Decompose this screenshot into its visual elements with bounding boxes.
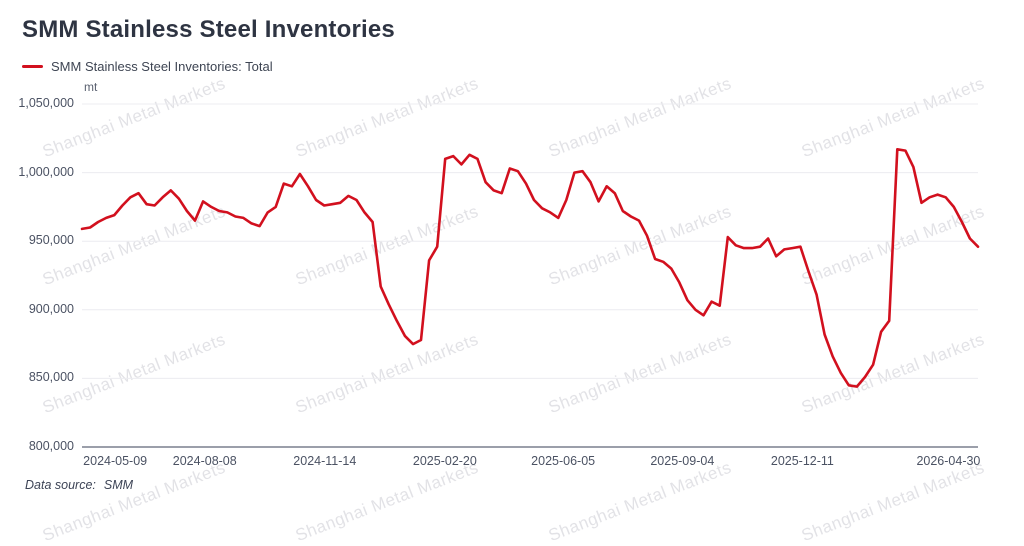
x-tick-label: 2025-02-20: [412, 454, 477, 468]
y-tick-label: 1,000,000: [18, 164, 74, 179]
x-tick-label: 2026-04-30: [916, 454, 981, 468]
y-tick-label: 1,050,000: [18, 96, 74, 110]
legend-label: SMM Stainless Steel Inventories: Total: [51, 59, 273, 74]
watermark-text: Shanghai Metal Markets: [39, 457, 229, 546]
y-tick-label: 850,000: [28, 370, 74, 385]
data-source-value: SMM: [103, 478, 134, 492]
y-axis-unit-label: mt: [84, 80, 98, 94]
watermark-text: Shanghai Metal Markets: [798, 457, 988, 546]
x-tick-label: 2024-11-14: [293, 454, 357, 468]
inventory-line-chart[interactable]: [80, 103, 980, 448]
page-title: SMM Stainless Steel Inventories: [22, 16, 395, 43]
legend-item-total[interactable]: SMM Stainless Steel Inventories: Total: [22, 59, 273, 74]
watermark-text: Shanghai Metal Markets: [292, 457, 482, 546]
inventory-total-series-line: [80, 147, 980, 388]
legend-line-marker-icon: [22, 65, 43, 68]
data-source-label: Data source:: [25, 478, 96, 492]
x-tick-label: 2024-08-08: [172, 454, 237, 468]
x-tick-label: 2025-12-11: [770, 454, 834, 468]
y-tick-label: 800,000: [28, 439, 74, 453]
data-source-note: Data source: SMM: [25, 478, 133, 492]
x-tick-label: 2024-05-09: [83, 454, 148, 468]
watermark-text: Shanghai Metal Markets: [545, 457, 735, 546]
y-tick-label: 900,000: [28, 301, 74, 316]
x-tick-label: 2025-06-05: [531, 454, 596, 468]
x-tick-label: 2025-09-04: [650, 454, 715, 468]
y-tick-label: 950,000: [28, 233, 74, 248]
